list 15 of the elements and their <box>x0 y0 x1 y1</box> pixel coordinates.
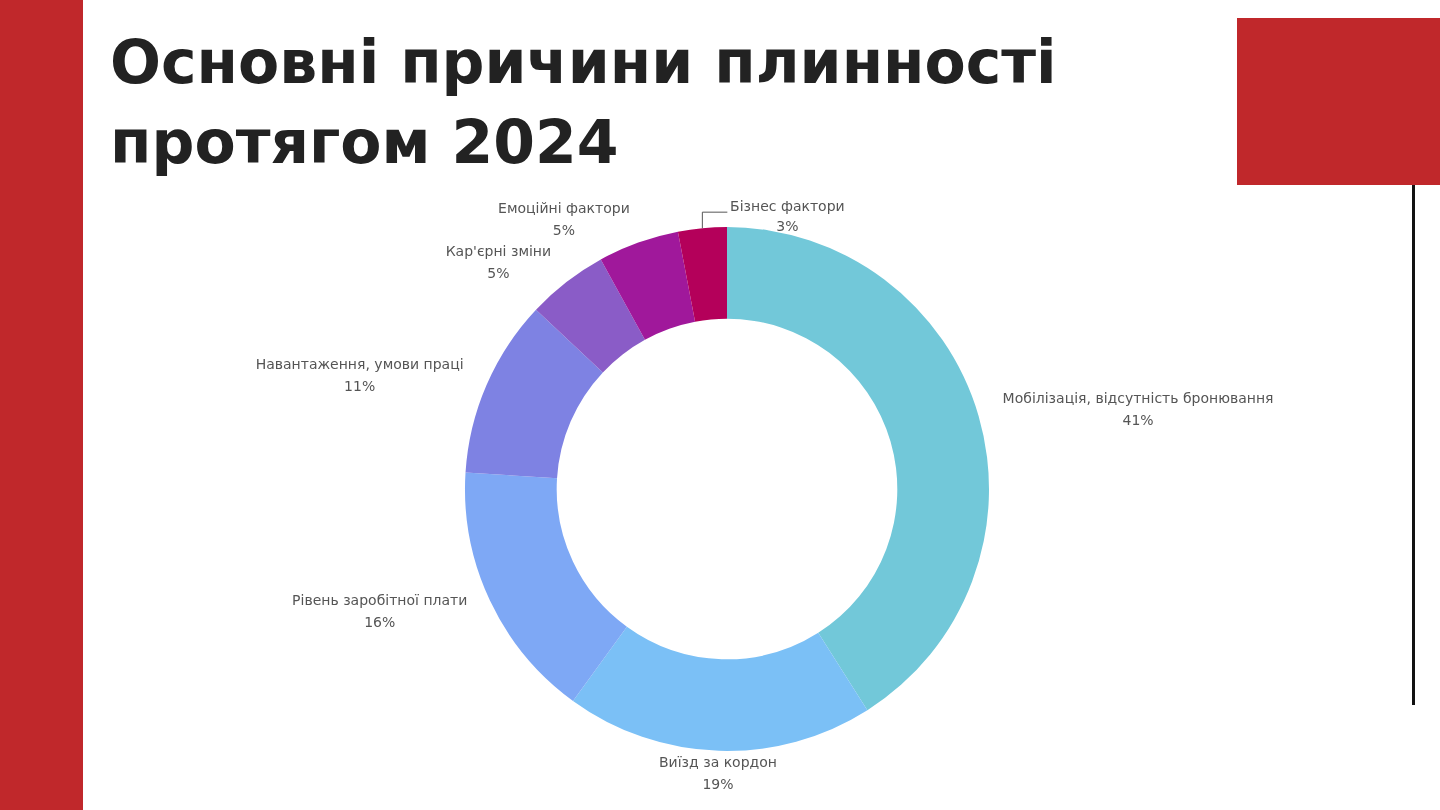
slice-label: Кар'єрні зміни <box>445 242 552 259</box>
data-label: 16% <box>364 613 396 630</box>
data-label: 5% <box>552 221 576 238</box>
slice-label: Емоційні фактори <box>498 199 630 216</box>
data-label: 41% <box>1122 411 1154 428</box>
data-label: 11% <box>344 377 376 394</box>
slice-label: Бізнес фактори <box>730 197 845 214</box>
data-label: 19% <box>702 776 734 793</box>
slice-label: Навантаження, умови праці <box>255 355 464 372</box>
data-label: 5% <box>487 264 510 281</box>
data-label: 3% <box>776 217 799 234</box>
slice-label: Мобілізація, відсутність бронювання <box>1002 389 1274 406</box>
slice-label: Виїзд за кордон <box>659 754 777 771</box>
slice-label: Рівень заробітної плати <box>292 591 468 608</box>
chart-title: Основні причини плинності протягом 2024 <box>110 26 1058 179</box>
